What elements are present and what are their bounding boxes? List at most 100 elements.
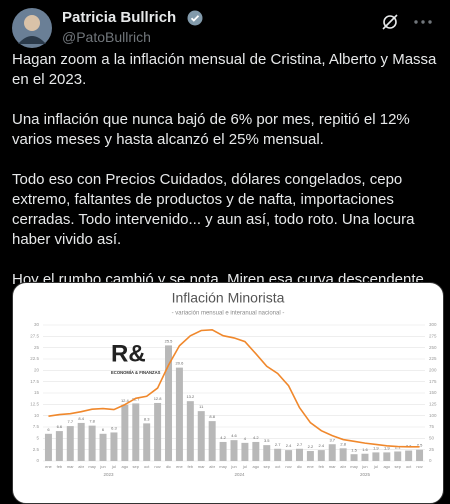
value-label: 2.4 — [319, 443, 325, 448]
bar — [383, 452, 391, 461]
y-tick-label: 25 — [34, 345, 40, 350]
x-tick-label: oct — [144, 464, 150, 469]
x-tick-label: jun — [230, 464, 236, 469]
bar — [317, 450, 325, 461]
value-label: 2.8 — [340, 441, 346, 446]
value-label: 7.7 — [68, 419, 74, 424]
x-tick-label: dic — [297, 464, 302, 469]
bar — [143, 423, 151, 461]
value-label: 2.7 — [297, 442, 303, 447]
bar — [306, 451, 314, 461]
x-tick-label: may — [88, 464, 96, 469]
x-tick-label: ene — [45, 464, 52, 469]
value-label: 20.6 — [176, 361, 185, 366]
y-tick-label: 0 — [36, 458, 39, 463]
bar — [99, 433, 107, 461]
x-tick-label: nov — [154, 464, 160, 469]
value-label: 13.2 — [186, 394, 195, 399]
grok-icon[interactable] — [380, 12, 400, 32]
y2-tick-label: 50 — [429, 436, 435, 441]
bar — [154, 402, 162, 461]
y-tick-label: 12.5 — [30, 402, 39, 407]
y2-tick-label: 0 — [429, 458, 432, 463]
bar — [416, 449, 424, 461]
bar — [328, 444, 336, 461]
value-label: 6.6 — [57, 424, 63, 429]
y2-tick-label: 200 — [429, 368, 437, 373]
x-tick-label: sep — [133, 464, 140, 469]
author-name[interactable]: Patricia Bullrich — [62, 9, 177, 26]
line — [48, 328, 420, 448]
bar — [175, 367, 183, 461]
y2-tick-label: 300 — [429, 322, 437, 327]
bar — [208, 421, 216, 461]
x-tick-label: oct — [406, 464, 412, 469]
year-label: 2023 — [103, 472, 114, 477]
y2-tick-label: 275 — [429, 334, 437, 339]
bar — [219, 441, 227, 461]
value-label: 6 — [102, 427, 105, 432]
avatar[interactable] — [12, 8, 52, 48]
x-tick-label: ene — [307, 464, 314, 469]
bar — [252, 441, 260, 461]
value-label: 6 — [47, 427, 50, 432]
value-label: 12.4 — [121, 398, 130, 403]
media[interactable]: Inflación Minorista - variación mensual … — [12, 282, 444, 504]
x-tick-label: dic — [166, 464, 171, 469]
paragraph: Todo eso con Precios Cuidados, dólares c… — [12, 171, 415, 248]
y2-tick-label: 100 — [429, 413, 437, 418]
x-tick-label: may — [219, 464, 227, 469]
value-label: 2.7 — [275, 442, 281, 447]
bar — [405, 450, 413, 461]
x-tick-label: jul — [373, 464, 378, 469]
value-label: 1.6 — [362, 447, 368, 452]
x-tick-label: jul — [242, 464, 247, 469]
y2-tick-label: 250 — [429, 345, 437, 350]
author-handle[interactable]: @PatoBullrich — [62, 29, 151, 45]
y2-tick-label: 225 — [429, 356, 437, 361]
x-tick-label: ago — [383, 464, 390, 469]
y-tick-label: 7.5 — [33, 424, 40, 429]
more-icon[interactable] — [412, 12, 434, 32]
value-label: 25.5 — [165, 338, 174, 343]
y-tick-label: 20 — [34, 368, 40, 373]
x-tick-label: sep — [394, 464, 401, 469]
x-tick-label: jul — [111, 464, 116, 469]
chart-title: Inflación Minorista — [172, 290, 285, 306]
value-label: 2.2 — [308, 444, 314, 449]
bar — [66, 426, 74, 461]
bar — [295, 448, 303, 461]
y2-tick-label: 25 — [429, 447, 435, 452]
x-tick-label: abr — [340, 464, 346, 469]
value-label: 12.8 — [154, 396, 163, 401]
value-label: 3.5 — [264, 438, 270, 443]
bar — [241, 442, 249, 461]
y-tick-label: 17.5 — [30, 379, 39, 384]
x-tick-label: ene — [176, 464, 183, 469]
x-tick-label: feb — [188, 464, 194, 469]
value-label: 11 — [199, 404, 204, 409]
x-tick-label: feb — [319, 464, 325, 469]
y2-tick-label: 150 — [429, 390, 437, 395]
x-tick-label: abr — [209, 464, 215, 469]
bar — [110, 432, 118, 461]
y2-tick-label: 175 — [429, 379, 437, 384]
bar — [55, 431, 63, 461]
y-tick-label: 15 — [34, 390, 40, 395]
bar — [186, 401, 194, 461]
value-label: 4.2 — [253, 435, 259, 440]
x-tick-label: feb — [57, 464, 63, 469]
value-label: 8.3 — [144, 416, 150, 421]
x-tick-label: nov — [285, 464, 291, 469]
chart-subtitle: - variación mensual e interanual naciona… — [172, 311, 285, 317]
bar — [165, 345, 173, 461]
chart: Inflación Minorista - variación mensual … — [30, 290, 437, 477]
y2-tick-label: 75 — [429, 424, 435, 429]
value-label: 6.3 — [111, 426, 117, 431]
bar — [121, 404, 129, 461]
x-tick-label: sep — [264, 464, 271, 469]
x-tick-label: ago — [122, 464, 129, 469]
y2-tick-label: 125 — [429, 402, 437, 407]
bar — [132, 403, 140, 461]
